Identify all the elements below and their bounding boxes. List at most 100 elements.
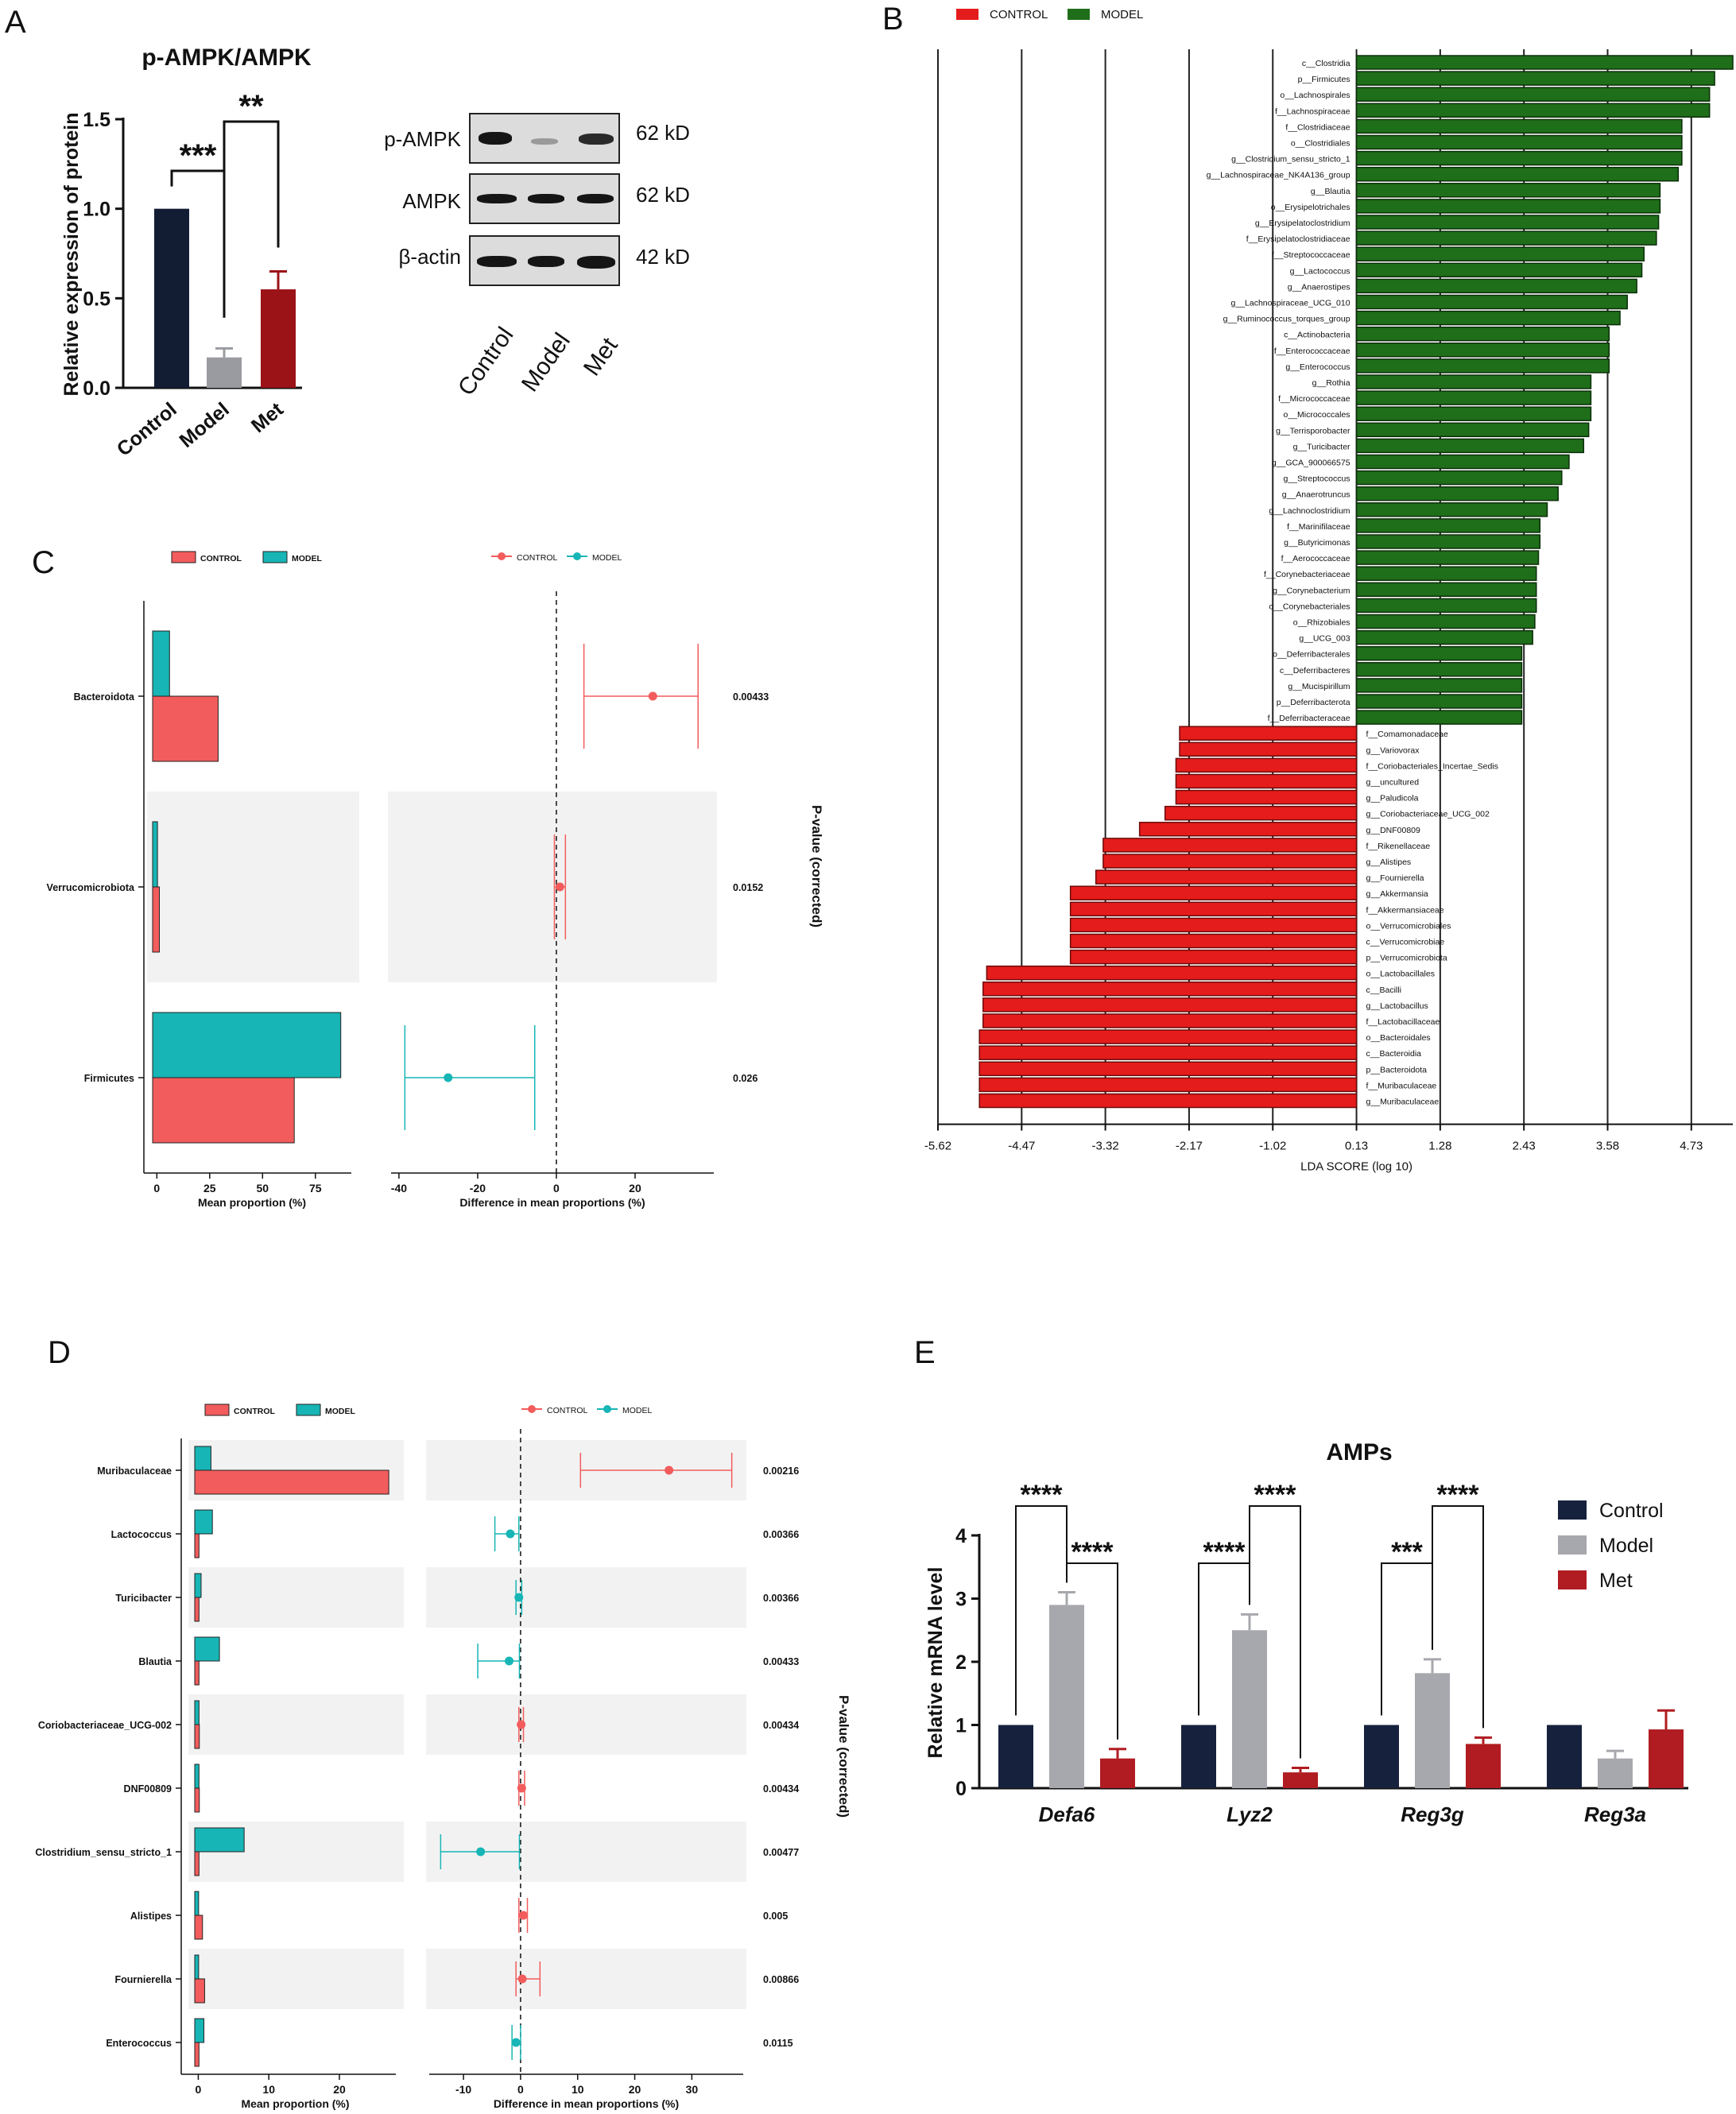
- chart-b-taxon-label: g__Lachnospiraceae_NK4A136_group: [1207, 171, 1350, 180]
- chart-b-taxon-label: f__Enterococcaceae: [1274, 347, 1350, 356]
- chart-e-sig-bracket: [1432, 1505, 1484, 1729]
- chart-e-category-label: Reg3a: [1584, 1802, 1646, 1826]
- chart-b-bar-model: [1355, 166, 1680, 182]
- chart-c-legend-swatch: [171, 551, 196, 563]
- chart-b-bar-model: [1355, 87, 1711, 102]
- chart-b-taxon-label: g__Mucispirillum: [1288, 682, 1350, 691]
- chart-a-ytick-label: 0.0: [83, 378, 110, 400]
- chart-b-bar-model: [1355, 246, 1645, 261]
- chart-b-bar-model: [1355, 278, 1637, 294]
- chart-e-sig-label: ****: [1203, 1537, 1246, 1567]
- chart-b-taxon-label: g__Fournierella: [1366, 873, 1424, 883]
- chart-b-bar-model: [1355, 678, 1523, 693]
- chart-d-diff-point: [517, 1783, 526, 1793]
- chart-a-ytick-label: 0.5: [83, 288, 110, 310]
- chart-b-bar-model: [1355, 103, 1711, 118]
- chart-e-sig-bracket: [1249, 1505, 1301, 1759]
- chart-b-taxon-label: o__Rhizobiales: [1293, 618, 1350, 628]
- chart-b-taxon-label: f__Micrococcaceae: [1278, 394, 1350, 404]
- chart-b-taxon-label: o__Lactobacillales: [1366, 970, 1435, 979]
- chart-d-bar-control: [194, 1660, 200, 1686]
- chart-d-left-xtick-label: 10: [262, 2083, 275, 2096]
- chart-b-bar-control: [1069, 949, 1358, 965]
- chart-d-row-shade: [426, 1949, 746, 2009]
- chart-c-legend-marker: [498, 552, 506, 560]
- chart-b-taxon-label: c__Actinobacteria: [1284, 331, 1350, 340]
- chart-d-pvalue: 0.00433: [763, 1656, 799, 1667]
- chart-b-bar-model: [1355, 518, 1541, 533]
- chart-b-taxon-label: o__Clostridiales: [1291, 139, 1350, 149]
- chart-d-category-label: Alistipes: [130, 1911, 172, 1922]
- chart-b-xlabel: LDA SCORE (log 10): [1300, 1160, 1412, 1174]
- chart-b-bar-model: [1355, 438, 1585, 454]
- chart-b-taxon-label: g__Variovorax: [1366, 745, 1420, 755]
- chart-b-taxon-label: o__Verrucomicrobiales: [1366, 921, 1451, 931]
- chart-b-bar-model: [1355, 150, 1683, 166]
- chart-d-legend-label: CONTROL: [547, 1406, 587, 1415]
- chart-d-left-xlabel: Mean proportion (%): [241, 2097, 349, 2110]
- chart-b-xtick-label: 3.58: [1596, 1140, 1619, 1153]
- chart-b-bar-model: [1355, 326, 1610, 342]
- chart-e-category-label: Defa6: [1039, 1802, 1095, 1826]
- chart-b-xtick-label: -1.02: [1259, 1140, 1286, 1153]
- chart-b-legend-swatch: [956, 9, 978, 20]
- chart-b-bar-control: [1095, 869, 1358, 885]
- chart-e-ytick-label: 0: [955, 1778, 967, 1800]
- chart-c-bar-control: [152, 886, 161, 953]
- chart-d-diff-point: [506, 1529, 515, 1539]
- chart-b-taxon-label: g__Akkermansia: [1366, 889, 1428, 899]
- chart-c-right-xtick-label: -20: [470, 1182, 486, 1194]
- chart-e-category-label: Lyz2: [1226, 1802, 1273, 1826]
- chart-d-category-label: Clostridium_sensu_stricto_1: [35, 1847, 172, 1858]
- chart-d-category-label: DNF00809: [124, 1783, 172, 1795]
- chart-b-bar-control: [978, 1045, 1358, 1060]
- chart-d-legend-swatch: [204, 1404, 230, 1416]
- chart-e-category-label: Reg3g: [1401, 1802, 1464, 1826]
- chart-b-taxon-label: g__uncultured: [1366, 778, 1420, 788]
- band: [528, 256, 564, 267]
- chart-b-bar-model: [1355, 502, 1548, 517]
- chart-b-bar-control: [978, 1061, 1358, 1077]
- chart-c-row-shade: [147, 792, 359, 982]
- chart-b-bar-control: [1175, 757, 1358, 773]
- western-blot: p-AMPK AMPK β-actin 62 kD 62 kD 42 kD Co…: [366, 103, 699, 401]
- chart-d-category-label: Muribaculaceae: [97, 1465, 172, 1477]
- chart-e-sig-label: ****: [1437, 1480, 1480, 1510]
- chart-d-bar-model: [194, 1509, 213, 1535]
- chart-b-bar-model: [1355, 71, 1715, 86]
- chart-d-diff-point: [476, 1847, 486, 1857]
- chart-e-bar: [1364, 1725, 1399, 1788]
- chart-c-legend-label: MODEL: [592, 553, 622, 563]
- chart-a-sig-label: ***: [180, 138, 217, 173]
- chart-d-row-shade: [426, 1694, 746, 1755]
- chart-b-taxon-label: g__Streptococcus: [1283, 474, 1350, 484]
- chart-c-pvalue-axis-label: P-value (corrected): [809, 805, 824, 927]
- chart-b-taxon-label: g__Terrisporobacter: [1276, 426, 1350, 436]
- chart-c-bar-model: [152, 630, 170, 697]
- chart-e-bar: [1181, 1725, 1216, 1788]
- chart-d-bar-control: [194, 2042, 200, 2067]
- chart-b-bar-model: [1355, 694, 1523, 709]
- chart-c-left-xtick-label: 75: [309, 1182, 322, 1194]
- chart-b-taxon-label: f__Streptococcaceae: [1272, 250, 1350, 260]
- chart-a-ylabel: Relative expression of protein: [60, 112, 83, 396]
- chart-d-right-xtick-label: 20: [629, 2083, 641, 2096]
- chart-d-diff-point: [511, 2038, 521, 2047]
- chart-d-right-xtick-label: 30: [686, 2083, 699, 2096]
- chart-b-bar-control: [1175, 789, 1358, 805]
- chart-b-taxon-label: g__Paludicola: [1366, 794, 1419, 803]
- chart-e-legend-swatch: [1558, 1570, 1587, 1589]
- chart-c-bar-control: [152, 695, 219, 762]
- chart-d-legend-marker: [603, 1405, 611, 1413]
- chart-c-right-xtick-label: 0: [553, 1182, 560, 1194]
- chart-e-bar: [1649, 1729, 1684, 1788]
- chart-d-pvalue: 0.00434: [763, 1720, 799, 1731]
- chart-b-bar-model: [1355, 598, 1537, 614]
- chart-d-pvalue: 0.00434: [763, 1783, 799, 1795]
- chart-d-row-shade: [188, 1694, 404, 1755]
- chart-c-left-xlabel: Mean proportion (%): [198, 1196, 306, 1209]
- chart-b-taxon-label: f__Akkermansiaceae: [1366, 905, 1444, 915]
- chart-b-taxon-label: f__Aerococcaceae: [1281, 554, 1350, 563]
- chart-d-left-xtick-label: 0: [196, 2083, 202, 2096]
